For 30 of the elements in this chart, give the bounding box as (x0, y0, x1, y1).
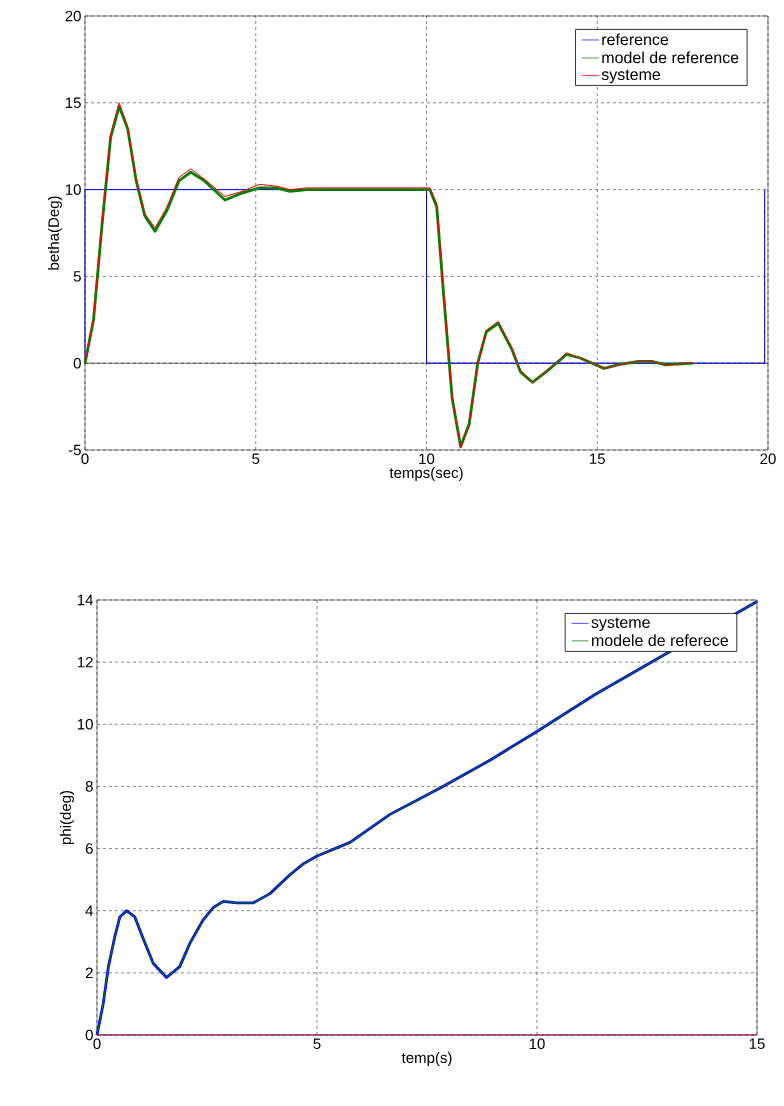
legend-label: reference (602, 33, 669, 46)
legend-label: modele de referece (592, 634, 729, 647)
y-tick-label: -5 (68, 444, 81, 456)
y-tick-label: 4 (85, 905, 94, 916)
y-tick-label: 10 (65, 184, 81, 195)
y-axis-title: phi(deg) (59, 790, 74, 845)
x-tick-label: 10 (529, 1038, 545, 1050)
x-axis-title: temp(s) (401, 1052, 452, 1066)
y-tick-label: 8 (85, 781, 93, 792)
legend-label: model de reference (602, 51, 739, 64)
y-tick-label: 14 (77, 594, 94, 606)
y-tick-label: 10 (77, 718, 93, 730)
legend-label: systeme (601, 69, 661, 84)
y-tick-label: 15 (65, 97, 81, 109)
y-tick-label: 5 (73, 271, 81, 282)
y-tick-label: 12 (77, 656, 93, 668)
legend-label: systeme (591, 617, 650, 632)
x-tick-label: 5 (252, 453, 260, 464)
x-tick-label: 10 (419, 453, 435, 465)
x-tick-label: 15 (590, 453, 605, 464)
y-tick-label: 0 (85, 1029, 93, 1041)
x-axis-title: temps(sec) (389, 467, 463, 481)
x-tick-label: 20 (760, 453, 776, 465)
y-tick-label: 6 (85, 843, 93, 854)
y-axis-title: betha(Deg) (47, 196, 62, 270)
y-tick-label: 0 (73, 357, 81, 369)
y-tick-label: 2 (85, 967, 93, 979)
y-tick-label: 20 (65, 10, 81, 22)
x-tick-label: 15 (749, 1038, 765, 1049)
x-tick-label: 5 (313, 1038, 321, 1049)
